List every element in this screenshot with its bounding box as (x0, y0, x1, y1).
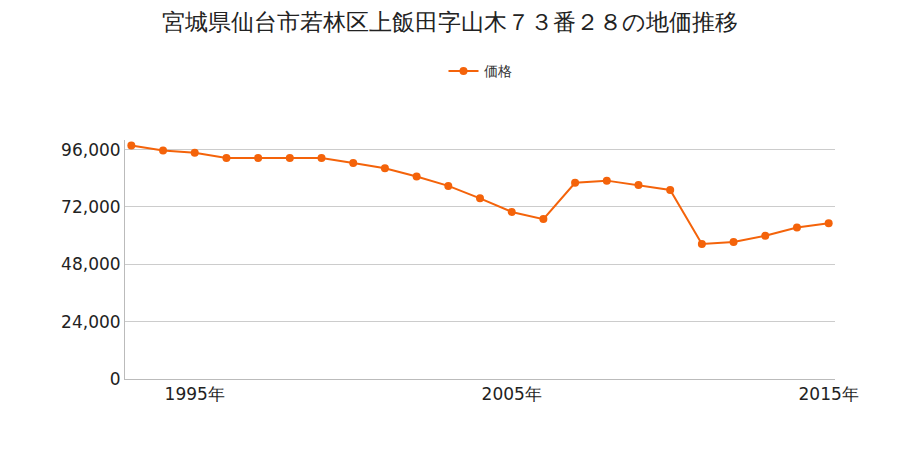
svg-text:2005年: 2005年 (482, 384, 542, 404)
svg-text:48,000: 48,000 (61, 254, 120, 274)
svg-text:宮城県仙台市若林区上飯田字山木７３番２８の地価推移: 宮城県仙台市若林区上飯田字山木７３番２８の地価推移 (162, 9, 738, 35)
svg-text:2015年: 2015年 (799, 384, 859, 404)
svg-text:0: 0 (110, 369, 121, 389)
svg-text:価格: 価格 (484, 63, 512, 79)
svg-text:96,000: 96,000 (61, 140, 120, 160)
svg-text:72,000: 72,000 (61, 197, 120, 217)
svg-text:24,000: 24,000 (61, 312, 120, 332)
svg-text:1995年: 1995年 (165, 384, 225, 404)
